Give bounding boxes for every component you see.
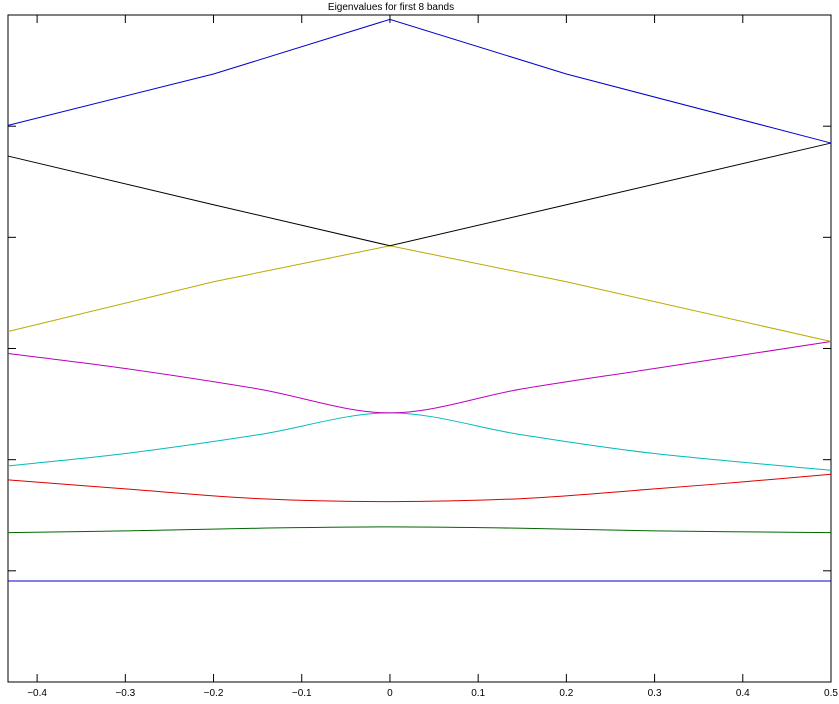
x-tick-label: −0.1 [292, 688, 312, 699]
band-line-2 [7, 526, 832, 534]
x-tick-label: 0.5 [824, 688, 838, 699]
plot-frame [7, 14, 832, 683]
chart-title: Eigenvalues for first 8 bands [328, 2, 454, 13]
x-tick-label: 0.4 [736, 688, 750, 699]
band-line-4 [7, 412, 832, 471]
x-axis-ticks: −0.4 −0.3 −0.2 −0.1 0 0.1 0.2 0.3 0.4 0.5 [27, 15, 838, 699]
series-layer [7, 18, 832, 582]
band-line-3 [7, 473, 832, 503]
x-tick-label: −0.4 [27, 688, 47, 699]
band-line-6 [7, 245, 832, 342]
y-axis-ticks [8, 125, 831, 572]
x-tick-label: −0.3 [115, 688, 135, 699]
x-tick-label: 0.2 [559, 688, 573, 699]
band-line-7 [7, 142, 832, 247]
x-tick-label: 0 [387, 688, 393, 699]
band-line-5 [7, 341, 832, 414]
band-line-8 [7, 18, 832, 144]
x-tick-label: −0.2 [204, 688, 224, 699]
x-tick-label: 0.3 [648, 688, 662, 699]
x-tick-label: 0.1 [471, 688, 485, 699]
